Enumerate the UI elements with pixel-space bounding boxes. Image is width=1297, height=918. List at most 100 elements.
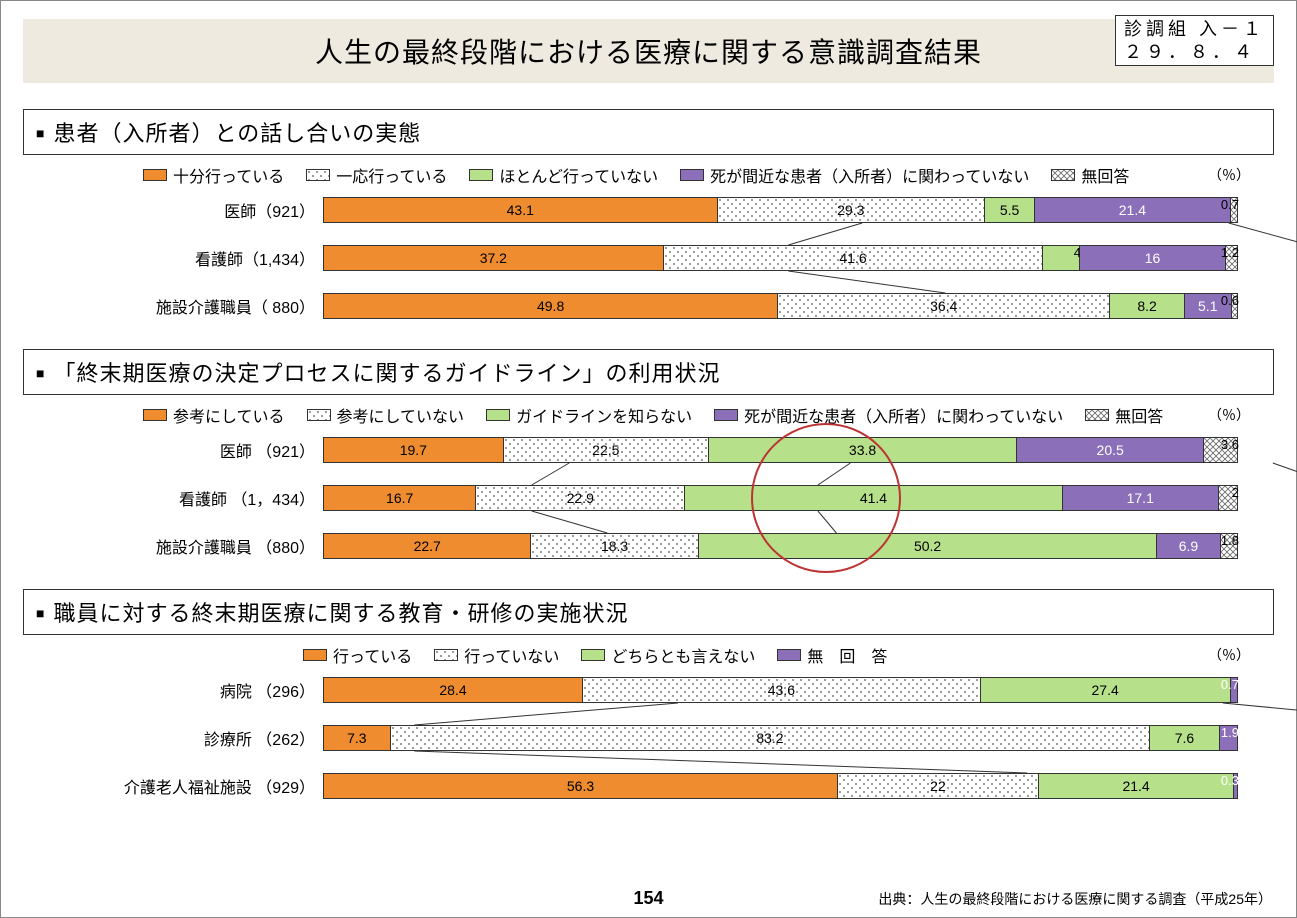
bar-segment: 41.4 — [685, 486, 1063, 510]
bar-segment: 83.2 — [391, 726, 1151, 750]
header-meta-box: 診調組 入－１ ２９．８．４ — [1115, 15, 1274, 66]
legend-swatch — [469, 169, 493, 181]
bar-segment: 22.7 — [324, 534, 531, 558]
legend-label: 行っていない — [464, 643, 559, 667]
legend-label: 無回答 — [1115, 403, 1163, 427]
chart-row: 介護老人福祉施設 （929） 56.3 22 21.40.3 — [23, 769, 1274, 803]
legend-row: 行っている 行っていない どちらとも言えない 無 回 答 （％） — [23, 643, 1274, 667]
legend-item: 参考にしている — [143, 403, 285, 427]
legend-label: 参考にしている — [173, 403, 285, 427]
segment-value: 27.4 — [1092, 682, 1119, 698]
segment-value: 20.5 — [1097, 442, 1124, 458]
percent-unit-label: （％） — [1208, 405, 1250, 425]
row-label: 病院 （296） — [23, 678, 323, 702]
bar-segment: 8.2 — [1110, 294, 1185, 318]
legend-item: 十分行っている — [143, 163, 284, 187]
segment-value: 16 — [1145, 250, 1161, 266]
bar-segment: 33.8 — [709, 438, 1017, 462]
legend-label: 参考にしていない — [337, 403, 465, 427]
legend-swatch — [581, 649, 605, 661]
bar-segment: 21.4 — [1039, 774, 1234, 798]
segment-value: 6.9 — [1179, 538, 1198, 554]
row-label: 施設介護職員 （880） — [23, 534, 323, 558]
segment-value: 5.5 — [1000, 202, 1019, 218]
legend-label: 無 回 答 — [807, 643, 887, 667]
segment-value: 3.6 — [1221, 437, 1239, 452]
bar-track: 7.383.27.61.9 — [323, 725, 1238, 751]
segment-value: 1.9 — [1221, 725, 1239, 740]
legend-swatch — [777, 649, 801, 661]
chart-row: 診療所 （262）7.383.27.61.9 — [23, 721, 1274, 755]
bar-segment: 0.6 — [1232, 294, 1237, 318]
bar-segment: 20.5 — [1017, 438, 1204, 462]
stacked-bar-chart: 病院 （296）28.443.627.40.7 診療所 （262）7.383.27… — [23, 673, 1274, 803]
legend-swatch — [143, 409, 167, 421]
chart-row: 医師 （921） 19.7 22.5 33.8 20.5 3.6 — [23, 433, 1274, 467]
segment-value: 43.1 — [507, 202, 534, 218]
bar-segment: 22 — [838, 774, 1039, 798]
square-bullet-icon: ■ — [36, 365, 45, 381]
chart-row: 施設介護職員 （880） 22.7 18.3 50.2 6.9 1.8 — [23, 529, 1274, 563]
bar-segment: 37.2 — [324, 246, 664, 270]
legend-item: ガイドラインを知らない — [486, 403, 692, 427]
bar-segment: 56.3 — [324, 774, 838, 798]
bar-segment: 28.4 — [324, 678, 583, 702]
legend-row: 十分行っている一応行っているほとんど行っていない死が間近な患者（入所者）に関わっ… — [23, 163, 1274, 187]
bar-segment: 0.7 — [1231, 198, 1237, 222]
row-label: 施設介護職員（ 880） — [23, 294, 323, 318]
stacked-bar-chart: 医師（921）43.129.35.521.40.7看護師（1,434）37.24… — [23, 193, 1274, 323]
bar-track: 49.836.48.25.10.6 — [323, 293, 1238, 319]
section-title-text: 「終末期医療の決定プロセスに関するガイドライン」の利用状況 — [53, 361, 720, 386]
segment-value: 50.2 — [914, 538, 941, 554]
bar-track: 56.3 22 21.40.3 — [323, 773, 1238, 799]
page-frame: 人生の最終段階における医療に関する意識調査結果 診調組 入－１ ２９．８．４ ■… — [0, 0, 1297, 918]
bar-segment: 18.3 — [531, 534, 698, 558]
legend-item: 無回答 — [1085, 403, 1163, 427]
segment-value: 1.8 — [1221, 533, 1239, 548]
row-label: 医師 （921） — [23, 438, 323, 462]
bar-segment: 36.4 — [778, 294, 1110, 318]
segment-value: 16.7 — [386, 490, 413, 506]
bar-segment: 16 — [1080, 246, 1226, 270]
segment-value: 22.7 — [414, 538, 441, 554]
segment-value: 22 — [930, 778, 946, 794]
legend-item: 行っている — [303, 643, 412, 667]
legend-swatch — [714, 409, 738, 421]
legend-item: 無 回 答 — [777, 643, 887, 667]
legend-swatch — [306, 169, 330, 181]
bar-segment: 22.9 — [476, 486, 685, 510]
legend-item: どちらとも言えない — [581, 643, 755, 667]
source-note: 出典：人生の最終段階における医療に関する調査（平成25年） — [878, 889, 1272, 909]
row-label: 介護老人福祉施設 （929） — [23, 774, 323, 798]
segment-value: 37.2 — [480, 250, 507, 266]
legend-swatch — [303, 649, 327, 661]
bar-segment: 7.3 — [324, 726, 391, 750]
segment-value: 56.3 — [567, 778, 594, 794]
segment-value: 41.6 — [839, 250, 866, 266]
legend-row: 参考にしている 参考にしていないガイドラインを知らない 死が間近な患者（入所者）に関… — [23, 403, 1274, 427]
chart-row: 病院 （296）28.443.627.40.7 — [23, 673, 1274, 707]
percent-unit-label: （％） — [1208, 645, 1250, 665]
legend-swatch — [486, 409, 510, 421]
bar-segment: 22.5 — [504, 438, 709, 462]
page-number: 154 — [633, 888, 663, 909]
segment-value: 33.8 — [849, 442, 876, 458]
segment-value: 49.8 — [537, 298, 564, 314]
legend-item: 死が間近な患者（入所者）に関わっていない — [680, 163, 1029, 187]
page-title: 人生の最終段階における医療に関する意識調査結果 — [315, 37, 982, 68]
bar-segment: 1.8 — [1221, 534, 1237, 558]
bar-segment: 19.7 — [324, 438, 504, 462]
bar-segment: 0.3 — [1234, 774, 1237, 798]
segment-value: 21.4 — [1119, 202, 1146, 218]
row-label: 看護師（1,434） — [23, 246, 323, 270]
segment-value: 22.5 — [592, 442, 619, 458]
segment-value: 19.7 — [400, 442, 427, 458]
square-bullet-icon: ■ — [36, 125, 45, 141]
bar-segment: 41.6 — [664, 246, 1044, 270]
bar-track: 37.241.64161.2 — [323, 245, 1238, 271]
legend-label: 一応行っている — [336, 163, 447, 187]
legend-label: どちらとも言えない — [611, 643, 755, 667]
bar-segment: 1.2 — [1226, 246, 1237, 270]
header-meta-line1: 診調組 入－１ — [1124, 18, 1265, 41]
legend-label: 死が間近な患者（入所者）に関わっていない — [744, 403, 1063, 427]
